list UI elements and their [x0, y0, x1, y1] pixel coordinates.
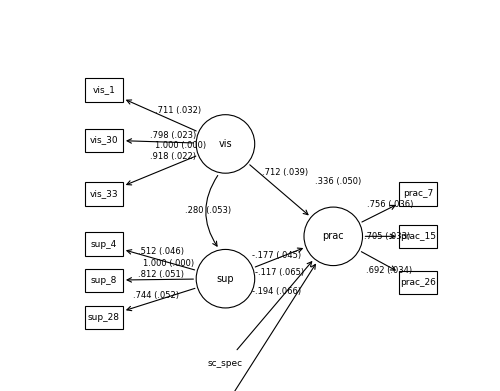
- Text: prac_15: prac_15: [400, 232, 436, 241]
- Text: -.177 (.045): -.177 (.045): [252, 251, 302, 260]
- Text: sup_28: sup_28: [88, 313, 120, 322]
- FancyBboxPatch shape: [84, 306, 123, 329]
- Text: vis_30: vis_30: [90, 136, 118, 145]
- Text: 1.000 (.000): 1.000 (.000): [154, 141, 206, 150]
- FancyBboxPatch shape: [84, 233, 123, 256]
- Text: sup_4: sup_4: [90, 240, 117, 249]
- Text: .812 (.051): .812 (.051): [138, 269, 184, 278]
- Text: .918 (.022): .918 (.022): [150, 152, 196, 161]
- Text: .512 (.046): .512 (.046): [138, 247, 184, 256]
- FancyBboxPatch shape: [398, 225, 437, 248]
- Text: sup_8: sup_8: [90, 276, 117, 285]
- Text: .798 (.023): .798 (.023): [150, 131, 196, 140]
- FancyArrowPatch shape: [209, 366, 216, 391]
- Text: vis_33: vis_33: [90, 190, 118, 199]
- Text: sup: sup: [216, 274, 234, 284]
- Text: vis: vis: [218, 139, 232, 149]
- Text: vis_1: vis_1: [92, 86, 115, 95]
- Text: .280 (.053): .280 (.053): [186, 206, 232, 215]
- FancyBboxPatch shape: [84, 79, 123, 102]
- FancyBboxPatch shape: [398, 183, 437, 206]
- Text: -.117 (.065): -.117 (.065): [254, 268, 304, 277]
- Text: .711 (.032): .711 (.032): [154, 106, 200, 115]
- Text: .336 (.050): .336 (.050): [315, 177, 361, 186]
- FancyBboxPatch shape: [206, 352, 244, 375]
- FancyBboxPatch shape: [84, 269, 123, 292]
- FancyBboxPatch shape: [84, 183, 123, 206]
- Text: prac_7: prac_7: [403, 190, 433, 199]
- Text: 1.000 (.000): 1.000 (.000): [143, 259, 194, 268]
- FancyBboxPatch shape: [84, 129, 123, 152]
- Text: .692 (.034): .692 (.034): [366, 266, 412, 275]
- FancyArrowPatch shape: [206, 176, 218, 246]
- FancyBboxPatch shape: [398, 271, 437, 294]
- Text: prac: prac: [322, 231, 344, 241]
- Text: -.194 (.066): -.194 (.066): [252, 287, 301, 296]
- Text: sc_spec: sc_spec: [208, 359, 243, 368]
- Text: .705 (.033): .705 (.033): [364, 232, 410, 241]
- Text: .712 (.039): .712 (.039): [262, 168, 308, 177]
- Text: prac_26: prac_26: [400, 278, 436, 287]
- Text: .756 (.036): .756 (.036): [367, 200, 414, 209]
- Text: .744 (.052): .744 (.052): [133, 291, 179, 300]
